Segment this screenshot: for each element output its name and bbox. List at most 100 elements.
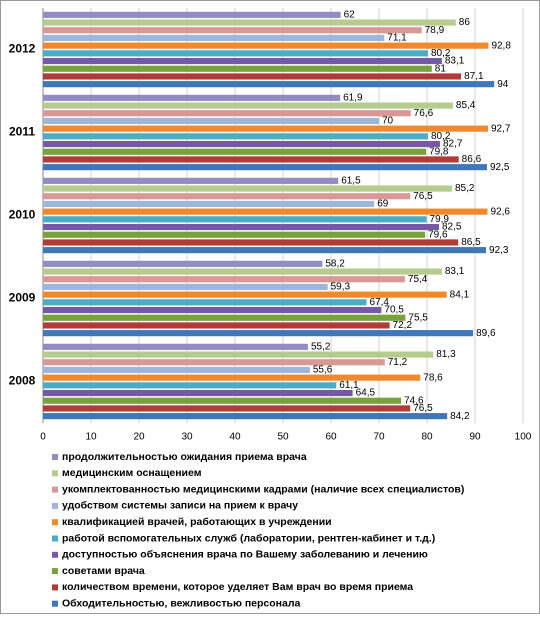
bar bbox=[43, 366, 310, 374]
bar bbox=[43, 177, 339, 184]
legend-marker bbox=[52, 454, 58, 460]
bar bbox=[43, 148, 427, 155]
data-label: 67,4 bbox=[370, 297, 390, 308]
bar bbox=[43, 34, 385, 42]
data-label: 80,2 bbox=[431, 48, 451, 59]
bar bbox=[43, 117, 379, 125]
bar bbox=[43, 81, 495, 88]
legend-label: количеством времени, которое уделяет Вам… bbox=[62, 581, 413, 593]
bar bbox=[43, 291, 447, 298]
bar bbox=[43, 382, 337, 389]
legend-label: удобством системы записи на прием к врач… bbox=[62, 500, 298, 512]
data-label: 62 bbox=[344, 9, 356, 20]
bar bbox=[43, 330, 474, 337]
data-label: 71,2 bbox=[388, 357, 408, 368]
legend-label: советами врача bbox=[62, 565, 145, 577]
bar bbox=[43, 359, 385, 366]
bar bbox=[43, 185, 452, 192]
bar bbox=[43, 42, 489, 49]
bar bbox=[43, 216, 427, 223]
legend-marker bbox=[52, 535, 58, 542]
legend-marker bbox=[52, 470, 58, 477]
y-tick-label: 2009 bbox=[9, 291, 36, 305]
bar bbox=[43, 239, 459, 246]
data-label: 84,2 bbox=[450, 411, 470, 422]
bar bbox=[43, 322, 390, 329]
legend-marker bbox=[52, 551, 58, 558]
bar bbox=[43, 193, 411, 200]
data-label: 85,4 bbox=[456, 100, 476, 111]
data-label: 92,5 bbox=[490, 162, 510, 173]
bar bbox=[43, 94, 341, 101]
x-tick-label: 70 bbox=[373, 432, 385, 443]
data-label: 74,6 bbox=[404, 395, 424, 406]
y-tick-label: 2010 bbox=[9, 208, 36, 222]
bar bbox=[43, 133, 428, 140]
bar bbox=[43, 283, 328, 291]
bar bbox=[43, 247, 487, 254]
data-label: 55,2 bbox=[311, 341, 331, 352]
bar bbox=[43, 397, 402, 404]
data-label: 79,6 bbox=[428, 229, 448, 240]
legend-label: работой вспомогательных служб (лаборатор… bbox=[62, 532, 435, 544]
data-label: 79,8 bbox=[429, 146, 449, 157]
bar bbox=[43, 125, 488, 132]
legend-label: продолжительностью ожидания приема врача bbox=[62, 451, 307, 463]
data-label: 83,1 bbox=[445, 266, 465, 277]
x-tick-label: 90 bbox=[469, 432, 481, 443]
x-tick-label: 80 bbox=[421, 432, 433, 443]
data-label: 92,3 bbox=[489, 245, 509, 256]
bar bbox=[43, 374, 421, 381]
legend-marker bbox=[52, 502, 58, 509]
x-tick-label: 30 bbox=[181, 432, 193, 443]
bar bbox=[43, 164, 487, 171]
data-label: 82,5 bbox=[442, 222, 462, 233]
data-label: 87,1 bbox=[464, 71, 484, 82]
bar bbox=[43, 208, 488, 215]
bar bbox=[43, 73, 462, 80]
data-label: 64,5 bbox=[356, 388, 376, 399]
legend-marker bbox=[52, 486, 58, 493]
bar bbox=[43, 102, 453, 109]
bar bbox=[43, 276, 405, 283]
bar bbox=[43, 200, 375, 208]
legend-marker bbox=[52, 600, 58, 607]
data-label: 86,6 bbox=[462, 154, 482, 165]
x-tick-label: 60 bbox=[325, 432, 337, 443]
bar bbox=[43, 299, 367, 306]
bar bbox=[43, 413, 448, 420]
data-label: 76,5 bbox=[413, 191, 433, 202]
data-label: 84,1 bbox=[450, 289, 470, 300]
bar bbox=[43, 19, 456, 26]
x-tick-label: 10 bbox=[85, 432, 97, 443]
data-label: 85,2 bbox=[455, 183, 475, 194]
data-label: 79,9 bbox=[430, 214, 450, 225]
legend-label: укомплектованностью медицинскими кадрами… bbox=[62, 483, 464, 495]
data-label: 70,5 bbox=[384, 305, 404, 316]
legend-label: доступностью объяснения врача по Вашему … bbox=[62, 549, 428, 561]
data-label: 80,2 bbox=[431, 131, 451, 142]
legend-label: квалификацией врачей, работающих в учреж… bbox=[62, 516, 332, 528]
data-label: 70 bbox=[382, 116, 394, 127]
data-label: 61,5 bbox=[341, 175, 361, 186]
y-tick-label: 2008 bbox=[9, 374, 36, 388]
bar bbox=[43, 405, 411, 412]
bar bbox=[43, 50, 428, 57]
legend-marker bbox=[52, 568, 58, 575]
bar bbox=[43, 223, 439, 231]
data-label: 83,1 bbox=[445, 56, 465, 67]
bar bbox=[43, 314, 406, 321]
data-label: 76,5 bbox=[413, 403, 433, 414]
data-label: 78,6 bbox=[423, 372, 443, 383]
data-label: 76,6 bbox=[414, 108, 434, 119]
x-tick-label: 100 bbox=[515, 432, 532, 443]
x-tick-label: 50 bbox=[277, 432, 289, 443]
y-tick-label: 2012 bbox=[9, 42, 36, 56]
data-label: 94 bbox=[497, 79, 509, 90]
data-label: 82,7 bbox=[443, 139, 463, 150]
data-label: 81,3 bbox=[436, 349, 456, 360]
data-label: 58,2 bbox=[325, 258, 345, 269]
data-label: 55,6 bbox=[313, 365, 333, 376]
bar bbox=[43, 110, 411, 117]
